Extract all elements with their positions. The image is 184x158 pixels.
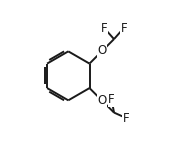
- Text: F: F: [121, 21, 127, 35]
- Text: O: O: [98, 44, 107, 58]
- Text: F: F: [101, 21, 107, 35]
- Text: F: F: [108, 93, 115, 106]
- Text: O: O: [98, 94, 107, 107]
- Text: F: F: [123, 112, 130, 125]
